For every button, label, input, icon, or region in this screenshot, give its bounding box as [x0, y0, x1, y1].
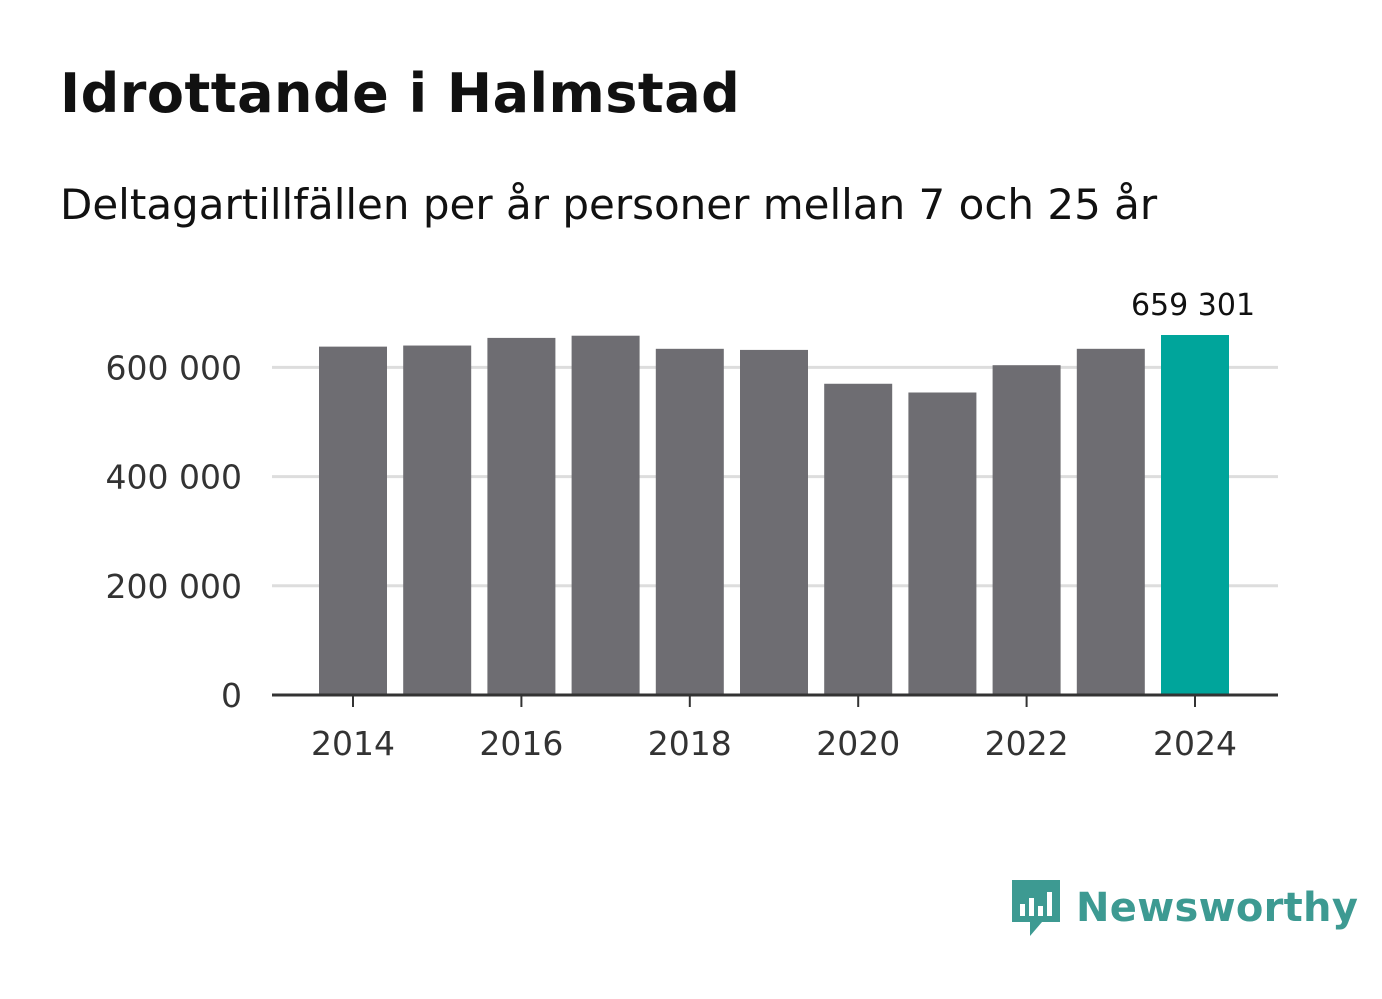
- x-tick-label: 2018: [648, 724, 732, 763]
- labels: 0 200 000 400 000 600 000 659 301 2014 2016 201…: [106, 288, 1256, 763]
- chart-title: Idrottande i Halmstad: [60, 62, 741, 125]
- y-tick-label: 0: [221, 676, 242, 715]
- bar-2020: [824, 383, 893, 695]
- bar-2014: [319, 346, 387, 695]
- x-tick-label: 2024: [1153, 724, 1237, 763]
- newsworthy-logo-icon: [1012, 880, 1060, 936]
- newsworthy-logo: Newsworthy: [1010, 878, 1358, 938]
- bar-2018: [655, 348, 724, 695]
- axes: [272, 693, 1278, 707]
- bar-2021: [908, 392, 977, 695]
- value-label-2024: 659 301: [1131, 288, 1255, 323]
- chart-subtitle: Deltagartillfällen per år personer mella…: [60, 180, 1158, 229]
- y-tick-label: 400 000: [106, 458, 242, 497]
- bar-2023: [1076, 348, 1145, 695]
- bar-2022: [992, 365, 1061, 695]
- y-tick-label: 200 000: [106, 567, 242, 606]
- bar-2017: [571, 335, 640, 695]
- y-tick-label: 600 000: [106, 348, 242, 387]
- bar-2024: [1161, 335, 1229, 695]
- bar-2015: [403, 345, 472, 695]
- bar-2019: [740, 349, 808, 695]
- newsworthy-logo-text: Newsworthy: [1076, 885, 1359, 931]
- bar-2016: [487, 337, 556, 695]
- x-tick-label: 2014: [311, 724, 395, 763]
- x-tick-label: 2022: [985, 724, 1069, 763]
- x-tick-label: 2020: [816, 724, 900, 763]
- bars: [319, 335, 1229, 695]
- x-tick-label: 2016: [479, 724, 563, 763]
